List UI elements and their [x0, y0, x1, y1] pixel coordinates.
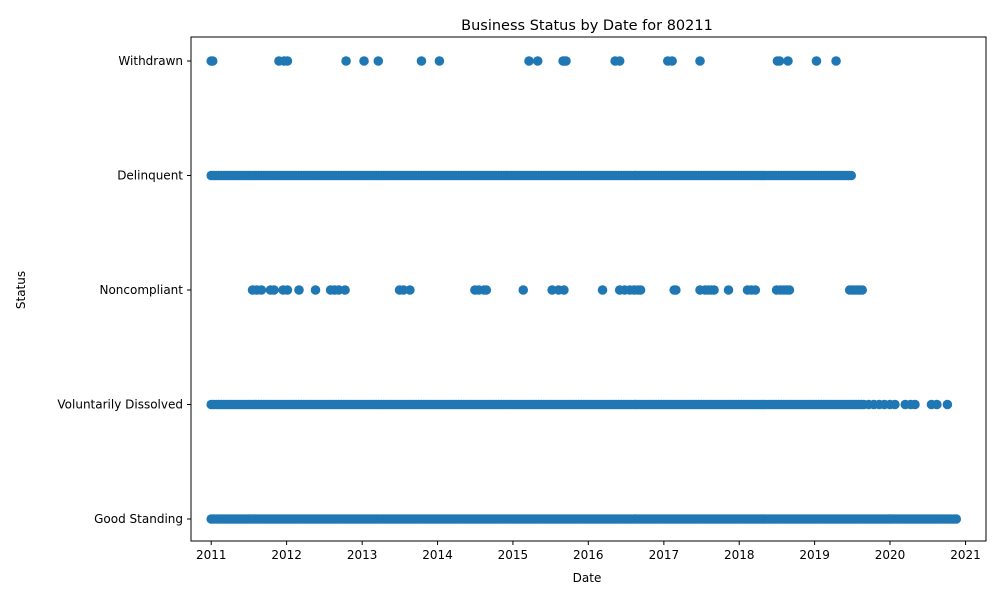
data-point [340, 285, 350, 295]
data-point [518, 285, 529, 295]
data-point [524, 56, 534, 66]
data-point [359, 56, 369, 66]
data-point [695, 56, 705, 66]
data-point [481, 285, 492, 295]
data-point [416, 56, 427, 66]
data-point [405, 285, 415, 295]
data-point [294, 285, 304, 295]
data-point [434, 56, 445, 66]
x-tick-label: 2014 [422, 548, 453, 562]
data-points [206, 56, 962, 524]
data-point [910, 399, 920, 410]
data-point [846, 170, 857, 181]
x-tick-label: 2015 [498, 548, 529, 562]
data-point [614, 56, 625, 66]
data-point [942, 399, 953, 410]
data-point [723, 285, 734, 295]
data-point [831, 56, 841, 66]
data-point [774, 56, 785, 66]
y-tick-label: Voluntarily Dissolved [57, 398, 183, 412]
data-point [709, 285, 719, 295]
data-point [750, 285, 761, 295]
x-tick-label: 2013 [347, 548, 378, 562]
data-point [890, 399, 900, 410]
x-tick-label: 2019 [799, 548, 830, 562]
data-point [857, 285, 868, 295]
x-tick-label: 2016 [573, 548, 604, 562]
data-point [784, 285, 795, 295]
chart-title: Business Status by Date for 80211 [461, 18, 713, 34]
x-tick-label: 2021 [950, 548, 981, 562]
y-axis: Good Standing Voluntarily Dissolved Noncom… [57, 54, 191, 526]
data-point [559, 285, 569, 295]
data-point [671, 285, 681, 295]
data-point [532, 56, 543, 66]
data-point [667, 56, 677, 66]
x-tick-label: 2020 [875, 548, 906, 562]
data-point [341, 56, 351, 66]
data-point [951, 514, 962, 524]
x-axis-label: Date [573, 571, 602, 585]
data-point [207, 56, 218, 66]
y-tick-label: Withdrawn [118, 54, 183, 68]
data-point [282, 56, 293, 66]
x-tick-label: 2017 [649, 548, 680, 562]
x-axis: 2011 2012 2013 2014 2015 2016 2017 2018 2019 2020… [196, 541, 981, 562]
data-point [932, 399, 942, 410]
data-point [310, 285, 321, 295]
x-tick-label: 2018 [724, 548, 755, 562]
data-point [373, 56, 384, 66]
data-point [635, 285, 646, 295]
y-tick-label: Good Standing [94, 512, 183, 526]
data-point [811, 56, 822, 66]
x-tick-label: 2012 [271, 548, 302, 562]
x-tick-label: 2011 [196, 548, 227, 562]
data-point [783, 56, 793, 66]
y-axis-label: Status [14, 271, 28, 309]
data-point [269, 285, 279, 295]
data-point [561, 56, 571, 66]
data-point [282, 285, 293, 295]
data-point [256, 285, 267, 295]
data-point [597, 285, 608, 295]
y-tick-label: Noncompliant [99, 283, 183, 297]
y-tick-label: Delinquent [117, 169, 183, 183]
